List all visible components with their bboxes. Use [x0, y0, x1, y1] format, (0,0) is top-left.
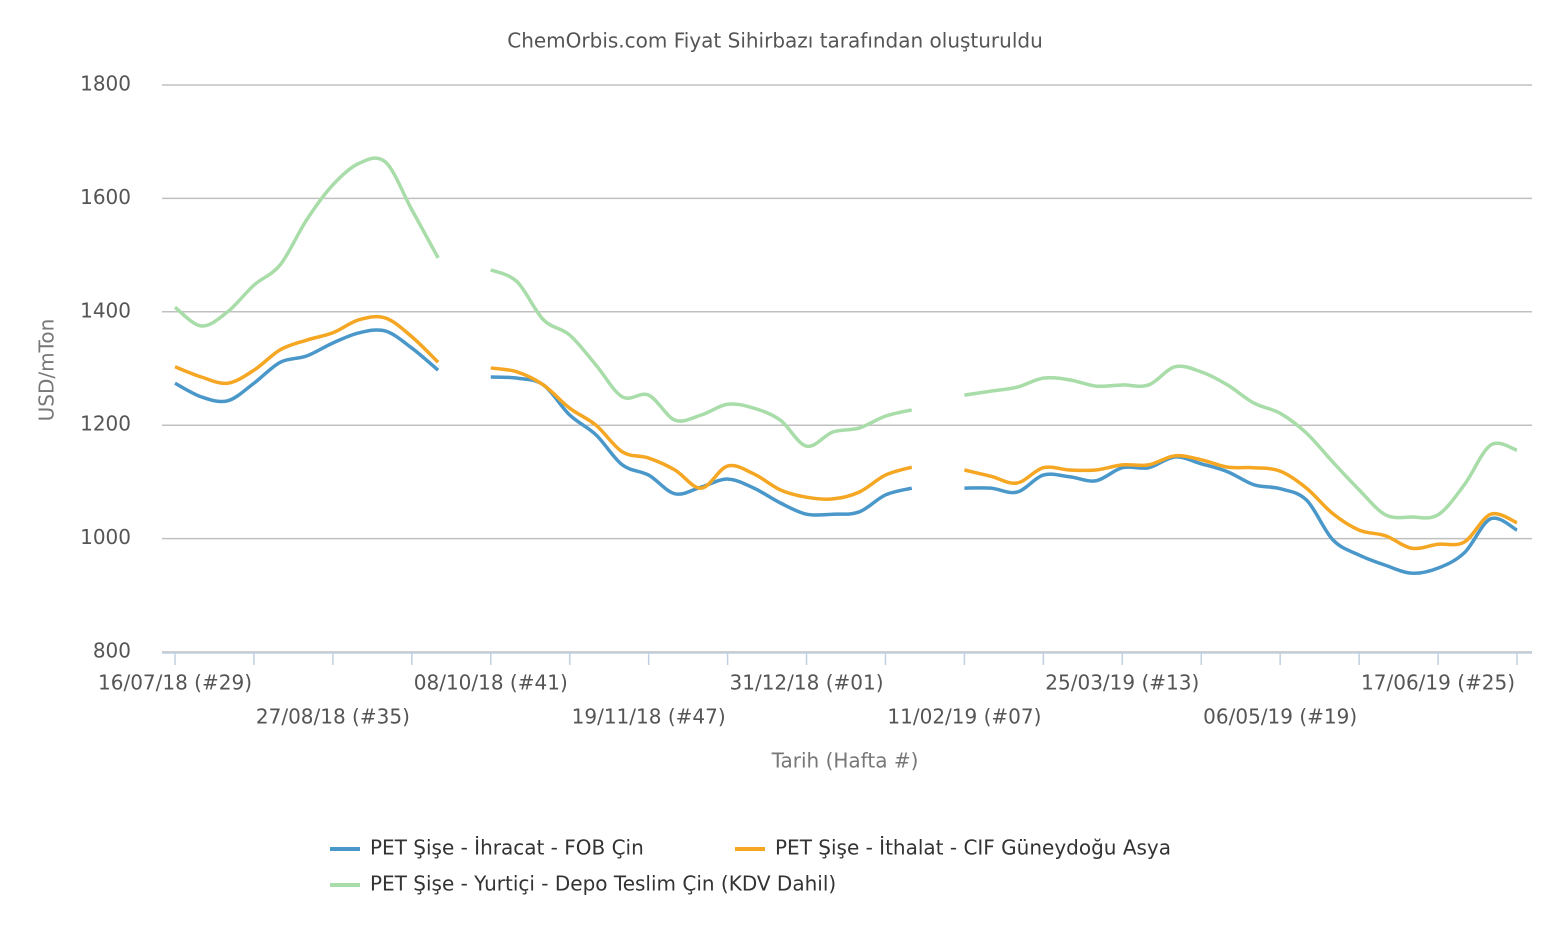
x-tick-label: 27/08/18 (#35)	[256, 705, 410, 729]
chart-title: ChemOrbis.com Fiyat Sihirbazı tarafından…	[507, 29, 1043, 53]
x-tick-label: 08/10/18 (#41)	[414, 671, 568, 695]
y-tick-label: 1400	[80, 298, 131, 322]
x-tick-label: 19/11/18 (#47)	[572, 705, 726, 729]
y-tick-label: 1000	[80, 525, 131, 549]
y-tick-label: 1600	[80, 185, 131, 209]
x-tick-label: 16/07/18 (#29)	[98, 671, 252, 695]
x-tick-label: 11/02/19 (#07)	[887, 705, 1041, 729]
series-line	[173, 156, 440, 328]
x-axis-label: Tarih (Hafta #)	[771, 749, 919, 773]
series-line	[174, 314, 440, 386]
y-tick-label: 1800	[80, 72, 131, 96]
x-tick-label: 31/12/18 (#01)	[730, 671, 884, 695]
series-line	[964, 364, 1518, 520]
x-tick-label: 06/05/19 (#19)	[1203, 705, 1357, 729]
legend-label: PET Şişe - İthalat - CIF Güneydoğu Asya	[775, 836, 1171, 860]
legend-label: PET Şişe - Yurtiçi - Depo Teslim Çin (KD…	[370, 872, 836, 896]
series-line	[490, 268, 913, 449]
x-tick-label: 25/03/19 (#13)	[1045, 671, 1199, 695]
y-axis-label: USD/mTon	[35, 319, 59, 422]
legend-label: PET Şişe - İhracat - FOB Çin	[370, 836, 644, 860]
y-tick-label: 800	[93, 639, 131, 663]
y-tick-label: 1200	[80, 412, 131, 436]
x-tick-label: 17/06/19 (#25)	[1361, 671, 1515, 695]
series-line	[964, 453, 1518, 551]
series-line	[490, 366, 913, 501]
series-line	[964, 455, 1518, 575]
series-line	[174, 328, 440, 404]
